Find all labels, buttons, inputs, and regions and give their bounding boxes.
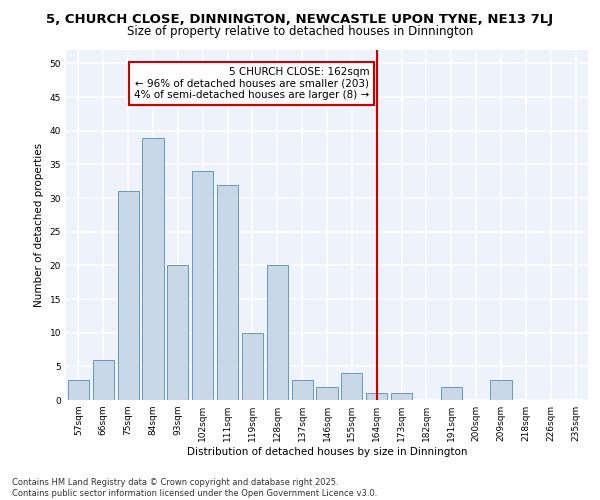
Text: Size of property relative to detached houses in Dinnington: Size of property relative to detached ho… bbox=[127, 25, 473, 38]
Bar bbox=[192, 171, 213, 400]
Bar bbox=[341, 373, 362, 400]
Bar bbox=[167, 266, 188, 400]
Bar bbox=[391, 394, 412, 400]
Y-axis label: Number of detached properties: Number of detached properties bbox=[34, 143, 44, 307]
Text: Contains HM Land Registry data © Crown copyright and database right 2025.
Contai: Contains HM Land Registry data © Crown c… bbox=[12, 478, 377, 498]
Bar bbox=[217, 184, 238, 400]
Bar bbox=[118, 192, 139, 400]
Text: 5, CHURCH CLOSE, DINNINGTON, NEWCASTLE UPON TYNE, NE13 7LJ: 5, CHURCH CLOSE, DINNINGTON, NEWCASTLE U… bbox=[46, 12, 554, 26]
Text: 5 CHURCH CLOSE: 162sqm
← 96% of detached houses are smaller (203)
4% of semi-det: 5 CHURCH CLOSE: 162sqm ← 96% of detached… bbox=[134, 67, 369, 100]
Bar bbox=[267, 266, 288, 400]
Bar bbox=[93, 360, 114, 400]
X-axis label: Distribution of detached houses by size in Dinnington: Distribution of detached houses by size … bbox=[187, 447, 467, 457]
Bar bbox=[441, 386, 462, 400]
Bar bbox=[292, 380, 313, 400]
Bar bbox=[242, 332, 263, 400]
Bar bbox=[68, 380, 89, 400]
Bar bbox=[316, 386, 338, 400]
Bar bbox=[142, 138, 164, 400]
Bar bbox=[366, 394, 387, 400]
Bar bbox=[490, 380, 512, 400]
